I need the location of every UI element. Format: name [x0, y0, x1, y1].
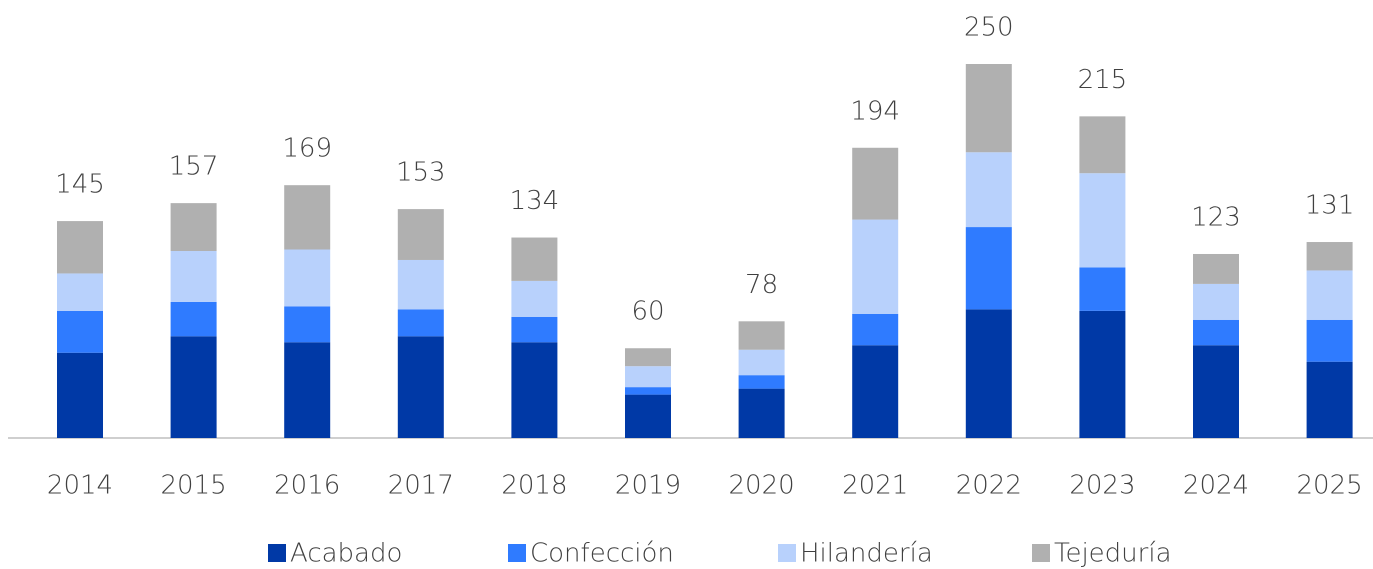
total-label: 250: [964, 13, 1014, 43]
bar-segment: [57, 352, 103, 438]
legend-label: Hilandería: [800, 539, 933, 569]
bar-segment: [170, 336, 217, 438]
bar-segment: [1079, 173, 1126, 268]
bar-segment: [284, 249, 331, 307]
bar-segment: [397, 336, 444, 438]
bar-segment: [1079, 310, 1126, 438]
legend-swatch: [1032, 544, 1050, 562]
bar-segment: [1306, 270, 1353, 320]
total-label: 131: [1305, 191, 1355, 221]
bar-segment: [397, 309, 444, 337]
bar-segment: [397, 259, 444, 310]
x-tick-label: 2021: [842, 471, 908, 501]
bar-segment: [511, 316, 558, 343]
x-tick-label: 2020: [729, 471, 795, 501]
bar-segment: [1079, 116, 1126, 174]
total-label: 215: [1078, 65, 1128, 95]
bar-segment: [1306, 319, 1353, 362]
bar-segment: [625, 348, 671, 367]
x-tick-label: 2019: [615, 471, 681, 501]
bar-segment: [1193, 253, 1239, 284]
bar-segment: [57, 310, 103, 353]
bar-segment: [965, 152, 1012, 228]
bar-segment: [738, 321, 785, 350]
total-label: 153: [396, 158, 446, 188]
bar-segment: [511, 237, 558, 281]
x-tick-label: 2018: [501, 471, 567, 501]
bar-segment: [284, 185, 331, 250]
bar-segment: [1306, 242, 1353, 271]
total-label: 145: [55, 170, 105, 200]
bar-segment: [1193, 319, 1239, 346]
x-tick-label: 2015: [161, 471, 227, 501]
bar-segment: [1193, 283, 1239, 320]
bar-segment: [170, 251, 217, 302]
bar-segment: [397, 209, 444, 260]
bar-segment: [852, 313, 899, 346]
x-tick-label: 2016: [274, 471, 340, 501]
x-tick-label: 2023: [1069, 471, 1135, 501]
x-tick-label: 2022: [956, 471, 1022, 501]
bar-segment: [965, 227, 1012, 310]
bar-segment: [738, 375, 785, 389]
bar-segment: [1079, 267, 1126, 311]
bar-segment: [511, 280, 558, 317]
bar-segment: [852, 345, 899, 438]
legend-swatch: [508, 544, 526, 562]
bar-segment: [1306, 361, 1353, 438]
bar-segment: [965, 64, 1012, 153]
bar-segment: [965, 309, 1012, 438]
total-label: 169: [282, 134, 332, 164]
bar-segment: [57, 273, 103, 311]
legend-label: Acabado: [290, 539, 402, 569]
bar-segment: [852, 219, 899, 314]
x-tick-label: 2014: [47, 471, 113, 501]
legend-swatch: [268, 544, 286, 562]
bar-segment: [284, 306, 331, 343]
bar-segment: [1193, 345, 1239, 438]
bar-segment: [57, 221, 103, 274]
bar-segment: [170, 301, 217, 337]
bar-segment: [625, 394, 671, 438]
bar-segment: [738, 349, 785, 376]
total-label: 194: [850, 96, 900, 126]
bar-segment: [511, 342, 558, 438]
x-tick-label: 2025: [1297, 471, 1363, 501]
bar-segment: [284, 342, 331, 438]
total-label: 157: [169, 152, 219, 182]
total-label: 78: [745, 270, 778, 300]
total-label: 134: [510, 186, 560, 216]
bar-segment: [625, 366, 671, 388]
bar-segment: [170, 203, 217, 251]
legend-label: Confección: [530, 539, 674, 569]
bar-segment: [625, 387, 671, 395]
x-tick-label: 2017: [388, 471, 454, 501]
x-tick-label: 2024: [1183, 471, 1249, 501]
legend-label: Tejeduría: [1054, 539, 1172, 569]
legend-swatch: [778, 544, 796, 562]
bar-segment: [852, 147, 899, 220]
total-label: 60: [631, 297, 664, 327]
total-label: 123: [1191, 202, 1241, 232]
bar-segment: [738, 388, 785, 438]
